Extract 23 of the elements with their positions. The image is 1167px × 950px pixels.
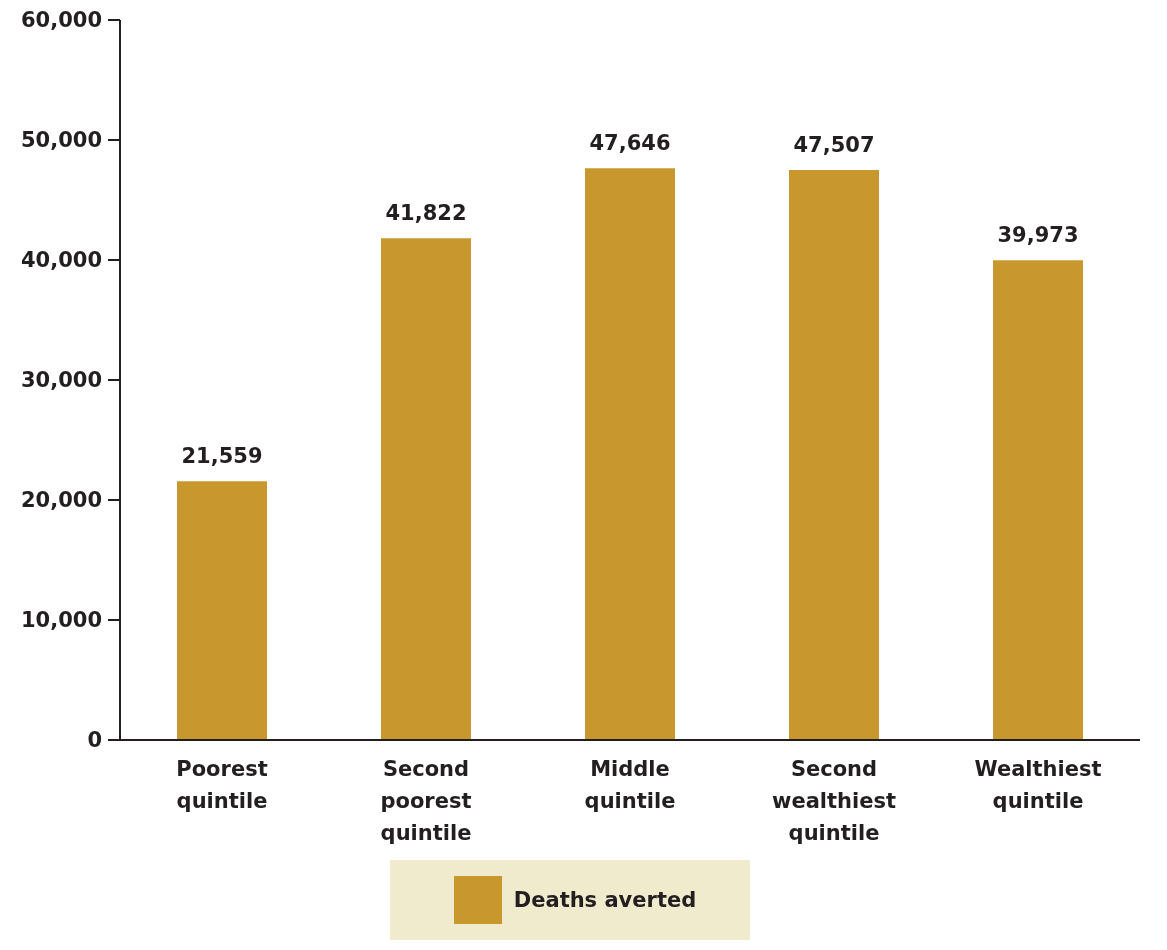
legend-label: Deaths averted (513, 888, 697, 912)
y-tick-label: 60,000 (20, 8, 102, 32)
x-tick-label: Middle quintile (584, 757, 676, 813)
x-tick-label: Wealthiest quintile (974, 757, 1102, 813)
y-tick-label: 20,000 (20, 488, 102, 512)
y-tick-label: 0 (87, 728, 102, 752)
data-label: 47,646 (589, 131, 671, 156)
data-label: 21,559 (181, 444, 263, 469)
x-tick-label: Second poorest quintile (380, 757, 472, 845)
data-label: 41,822 (385, 201, 467, 226)
bar (381, 238, 471, 740)
y-tick-label: 30,000 (20, 368, 102, 392)
bar (993, 260, 1083, 740)
y-tick-label: 40,000 (20, 248, 102, 272)
bar (585, 168, 675, 740)
bar (789, 169, 879, 740)
x-tick-label: Poorest quintile (176, 757, 268, 813)
data-label: 47,507 (793, 132, 875, 157)
y-tick-label: 50,000 (20, 128, 102, 152)
y-tick-label: 10,000 (20, 608, 102, 632)
bar (177, 481, 267, 740)
data-label: 39,973 (997, 223, 1079, 248)
x-tick-label: Second wealthiest quintile (772, 757, 896, 845)
